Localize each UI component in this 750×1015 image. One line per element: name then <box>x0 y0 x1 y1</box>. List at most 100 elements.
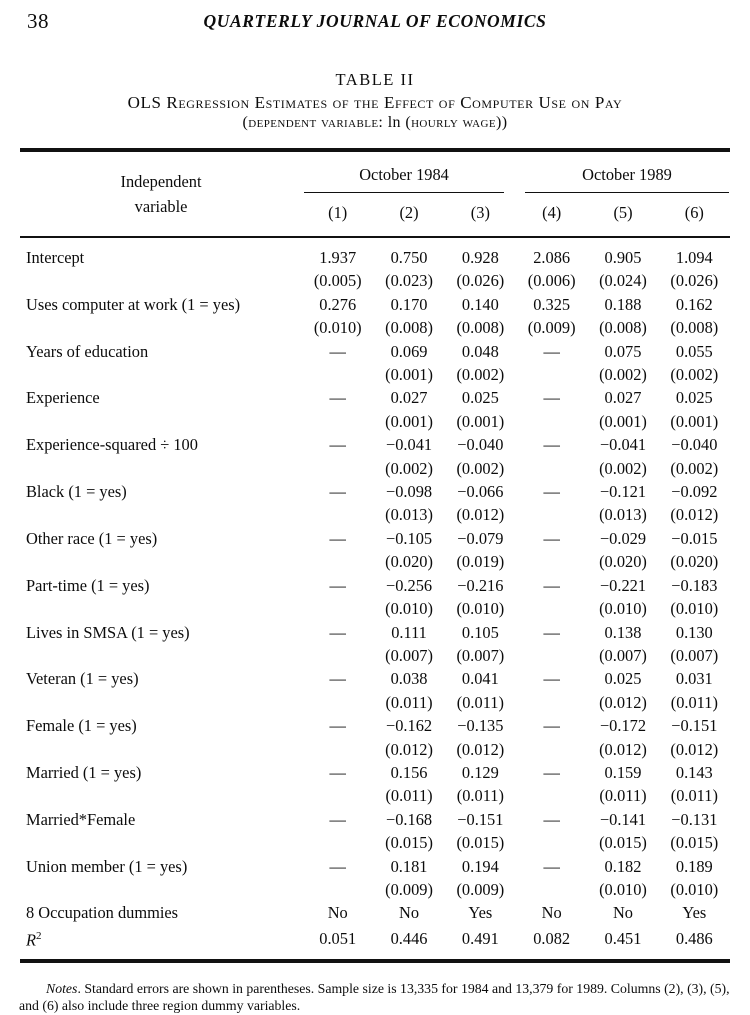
coefficient-cell: 0.170 <box>390 294 428 314</box>
row-label: Intercept <box>20 237 302 269</box>
standard-error-cell: (0.010) <box>385 599 433 619</box>
table-row: R2 0.051 0.446 0.491 0.082 0.451 0.486 <box>20 925 730 959</box>
standard-error-cell <box>516 363 587 386</box>
standard-error-cell <box>516 878 587 901</box>
coefficient-cell: −0.135 <box>457 716 504 736</box>
standard-error-cell <box>302 784 373 807</box>
coefficient-cell: −0.141 <box>599 809 647 829</box>
notes-lead-word: Notes <box>46 980 78 996</box>
table-row: Experience-squared ÷ 100 — −0.041 −0.040 — −0… <box>20 433 730 456</box>
row-label-empty <box>20 691 302 714</box>
standard-error-cell <box>302 831 373 854</box>
table-row: Female (1 = yes) — −0.162 −0.135 — −0.172 −0.1… <box>20 714 730 737</box>
row-label: 8 Occupation dummies <box>20 901 302 924</box>
coefficient-cell: — <box>329 388 346 408</box>
coefficient-cell: 0.041 <box>461 669 499 689</box>
table-subtitle-ln: ln <box>387 114 401 131</box>
standard-error-cell: (0.011) <box>670 692 718 712</box>
row-label-text: Part-time (1 = yes) <box>26 575 150 595</box>
standard-error-cell: (0.007) <box>599 645 647 665</box>
standard-error-cell: (0.012) <box>599 739 647 759</box>
table-notes: Notes. Standard errors are shown in pare… <box>19 980 731 1015</box>
standard-error-cell: (0.001) <box>670 411 719 431</box>
row-label-empty <box>20 269 302 292</box>
coefficient-cell: — <box>329 809 346 829</box>
bottom-double-rule <box>20 958 730 963</box>
table-row: Other race (1 = yes) — −0.105 −0.079 — −0.029… <box>20 527 730 550</box>
standard-error-cell: (0.009) <box>456 879 505 899</box>
coefficient-cell: −0.041 <box>385 435 433 455</box>
coefficient-cell: — <box>329 575 346 595</box>
row-label-text: Veteran (1 = yes) <box>26 669 139 689</box>
column-header-2: (2) <box>373 193 445 238</box>
table-row-standard-errors: (0.011) (0.011) (0.012) (0.011) <box>20 691 730 714</box>
table-row-standard-errors: (0.001) (0.002) (0.002) (0.002) <box>20 363 730 386</box>
standard-error-cell: (0.007) <box>385 645 433 665</box>
coefficient-cell: 0.025 <box>461 388 499 408</box>
standard-error-cell: (0.012) <box>456 505 505 525</box>
standard-error-cell <box>302 597 373 620</box>
row-label-empty <box>20 878 302 901</box>
coefficient-cell: 0.905 <box>604 248 642 267</box>
row-label: Other race (1 = yes) <box>20 527 302 550</box>
coefficient-cell: 0.105 <box>461 622 499 642</box>
standard-error-cell: (0.013) <box>599 505 647 525</box>
row-label-text: Years of education <box>26 341 149 361</box>
coefficient-cell: 0.069 <box>390 341 428 361</box>
standard-error-cell <box>302 457 373 480</box>
column-header-4: (4) <box>516 193 588 238</box>
row-label-text: 8 Occupation dummies <box>26 903 179 923</box>
standard-error-cell: (0.011) <box>670 786 718 806</box>
standard-error-cell: (0.012) <box>670 739 719 759</box>
row-label-empty <box>20 644 302 667</box>
row-label: Part-time (1 = yes) <box>20 574 302 597</box>
standard-error-cell: (0.002) <box>456 458 505 478</box>
row-label: Experience-squared ÷ 100 <box>20 433 302 456</box>
coefficient-cell: Yes <box>682 903 707 923</box>
standard-error-cell: (0.023) <box>385 271 433 291</box>
row-label-empty <box>20 410 302 433</box>
standard-error-cell: (0.011) <box>456 692 504 712</box>
row-label: Lives in SMSA (1 = yes) <box>20 621 302 644</box>
row-label-empty <box>20 597 302 620</box>
table-subtitle-prefix: (dependent variable: <box>242 114 388 131</box>
coefficient-cell: 1.094 <box>675 248 713 267</box>
standard-error-cell: (0.011) <box>385 692 433 712</box>
table-row-standard-errors: (0.010) (0.010) (0.010) (0.010) <box>20 597 730 620</box>
standard-error-cell: (0.026) <box>670 271 719 291</box>
standard-error-cell <box>516 410 587 433</box>
standard-error-cell: (0.002) <box>456 365 505 385</box>
standard-error-cell: (0.010) <box>599 879 647 899</box>
table-row: Intercept 1.937 0.750 0.928 2.086 0.905 1.094 <box>20 237 730 269</box>
table-row: Years of education — 0.069 0.048 — 0.075 0.055 <box>20 340 730 363</box>
table-row-standard-errors: (0.010) (0.008) (0.008) (0.009) (0.008) (0.00… <box>20 316 730 339</box>
coefficient-cell: −0.151 <box>671 716 718 736</box>
standard-error-cell <box>302 363 373 386</box>
coefficient-cell: 0.181 <box>390 856 428 876</box>
standard-error-cell: (0.015) <box>670 833 719 853</box>
coefficient-cell: −0.066 <box>457 482 504 502</box>
row-label: Uses computer at work (1 = yes) <box>20 293 302 316</box>
coefficient-cell: −0.105 <box>385 528 433 548</box>
coefficient-cell: 0.027 <box>604 388 642 408</box>
running-head: QUARTERLY JOURNAL OF ECONOMICS <box>203 11 547 31</box>
standard-error-cell: (0.008) <box>456 318 505 338</box>
coefficient-cell: 0.159 <box>604 762 642 782</box>
coefficient-cell: 0.491 <box>461 928 499 948</box>
standard-error-cell <box>302 738 373 761</box>
coefficient-cell: −0.162 <box>385 716 433 736</box>
coefficient-cell: — <box>329 622 346 642</box>
coefficient-cell: 0.143 <box>675 762 713 782</box>
standard-error-cell: (0.002) <box>670 365 719 385</box>
coefficient-cell: 0.048 <box>461 341 499 361</box>
column-header-5: (5) <box>587 193 659 238</box>
standard-error-cell: (0.002) <box>599 365 647 385</box>
standard-error-cell: (0.011) <box>599 786 647 806</box>
table-row-standard-errors: (0.007) (0.007) (0.007) (0.007) <box>20 644 730 667</box>
standard-error-cell: (0.008) <box>599 318 647 338</box>
row-label-empty <box>20 363 302 386</box>
standard-error-cell: (0.015) <box>385 833 433 853</box>
standard-error-cell: (0.009) <box>385 879 433 899</box>
standard-error-cell <box>516 691 587 714</box>
